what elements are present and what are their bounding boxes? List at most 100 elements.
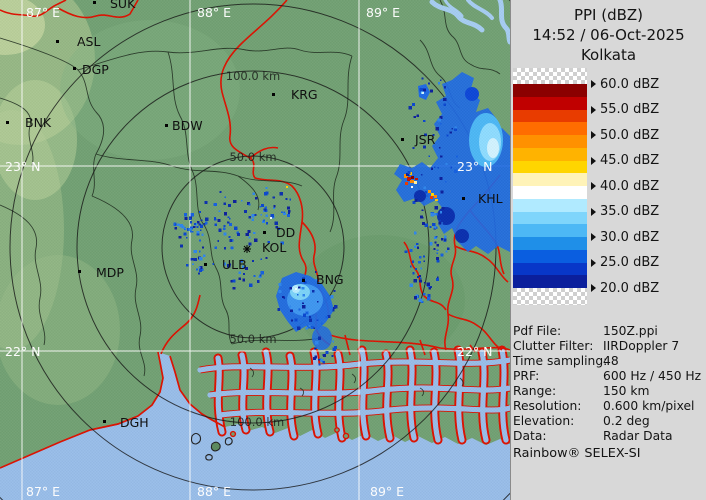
meta-value: IIRDoppler 7 (603, 339, 680, 353)
meta-row: PRF: 600 Hz / 450 Hz (513, 369, 705, 384)
radar-map-view[interactable]: 100.0 km 50.0 km 50.0 km 100.0 km 87° E … (0, 0, 510, 500)
city-label: ULB (222, 257, 247, 272)
colorbar-band (513, 211, 587, 225)
sea-bay-of-bengal (0, 352, 510, 500)
ring-label-50-bottom: 50.0 km (229, 332, 276, 346)
scan-timestamp: 14:52 / 06-Oct-2025 (532, 26, 685, 44)
lon-label-87-bottom: 87° E (26, 484, 60, 499)
scan-metadata: Pdf File: 150Z.ppi Clutter Filter: IIRDopp… (513, 324, 705, 444)
lon-label-89-bottom: 89° E (370, 484, 404, 499)
meta-row: Range: 150 km (513, 384, 705, 399)
legend-label: 45.0 dBZ (600, 153, 660, 168)
city-label: JSR (414, 132, 436, 147)
lat-label-22-right: 22° N (457, 344, 492, 359)
colorbar-band (513, 186, 587, 199)
delta-channel-water (197, 347, 510, 443)
colorbar-band (513, 237, 587, 250)
legend-arrow-icon (591, 80, 596, 88)
station-name: Kolkata (580, 46, 637, 64)
city-label: BDW (172, 118, 203, 133)
meta-row: Resolution: 0.600 km/pixel (513, 399, 705, 414)
legend-arrow-icon (591, 233, 596, 241)
red-islets (229, 427, 350, 440)
colorbar-band (513, 135, 587, 148)
lon-label-88-bottom: 88° E (197, 484, 231, 499)
meta-label: Time sampling: (513, 354, 608, 368)
graticule-labels: 87° E 88° E 89° E 87° E 88° E 89° E 23° … (5, 5, 492, 499)
legend-arrow-icon (591, 131, 596, 139)
ring-label-100-bottom: 100.0 km (230, 415, 284, 429)
legend-arrow-icon (591, 105, 596, 114)
colorbar-band (513, 147, 587, 161)
city-label: KHL (478, 191, 503, 206)
product-title: PPI (dBZ) (573, 6, 644, 24)
meta-row: Time sampling:48 (513, 354, 705, 369)
city-label: SUK (110, 0, 136, 11)
meta-value: Radar Data (603, 429, 673, 443)
legend-label: 30.0 dBZ (600, 229, 660, 245)
city-markers (6, 1, 465, 423)
legend-arrow-icon (591, 284, 596, 292)
city-label: MDP (96, 265, 124, 280)
meta-label: Clutter Filter: (513, 339, 594, 353)
meta-row: Elevation: 0.2 deg (513, 414, 705, 429)
city-labels: SUK ASL DGP BNK BDW KRG JSR KHL MDP DD K… (25, 0, 503, 430)
meta-label: Elevation: (513, 414, 575, 428)
rivers-top-right (429, 0, 510, 45)
legend-label: 55.0 dBZ (600, 102, 660, 117)
lat-label-23-left: 23° N (5, 159, 40, 174)
colorbar-overflow-bottom (513, 288, 587, 305)
colorbar-band (513, 84, 587, 97)
range-ring-labels: 100.0 km 50.0 km 50.0 km 100.0 km (226, 69, 284, 429)
city-label: BNK (25, 115, 52, 130)
dbz-colorbar (513, 68, 587, 305)
panel-header: PPI (dBZ) 14:52 / 06-Oct-2025 Kolkata (511, 5, 706, 65)
colorbar-band (513, 262, 587, 276)
city-label: KOL (262, 240, 286, 255)
colorbar-band (513, 198, 587, 212)
info-panel: PPI (dBZ) 14:52 / 06-Oct-2025 Kolkata 60… (510, 0, 706, 500)
meta-label: Resolution: (513, 399, 582, 413)
colorbar-band (513, 109, 587, 123)
meta-value: 0.600 km/pixel (603, 399, 695, 413)
meta-value: 0.2 deg (603, 414, 650, 428)
colorbar-band (513, 224, 587, 237)
colorbar-band (513, 96, 587, 110)
meta-label: Pdf File: (513, 324, 562, 338)
radar-echo-speckles (173, 77, 458, 366)
meta-value: 150Z.ppi (603, 324, 658, 338)
meta-value: 600 Hz / 450 Hz (603, 369, 702, 383)
city-label: DGP (82, 62, 109, 77)
colorbar-band (513, 173, 587, 186)
lat-label-22-left: 22° N (5, 344, 40, 359)
legend-label: 50.0 dBZ (600, 127, 660, 143)
district-boundaries (0, 0, 501, 397)
legend-arrow-icon (591, 207, 596, 216)
legend-label: 25.0 dBZ (600, 255, 660, 270)
meta-label: Range: (513, 384, 557, 398)
colorbar-band (513, 249, 587, 263)
city-label: BNG (316, 272, 344, 287)
black-islets (190, 432, 233, 461)
legend-arrow-icon (591, 156, 596, 165)
legend-arrow-icon (591, 258, 596, 267)
colorbar-band (513, 160, 587, 174)
radar-site-star (243, 245, 251, 253)
lat-label-23-right: 23° N (457, 159, 492, 174)
legend-label: 20.0 dBZ (600, 280, 660, 296)
city-label: KRG (291, 87, 318, 102)
legend-label: 60.0 dBZ (600, 76, 660, 92)
meta-label: Data: (513, 429, 547, 443)
lon-label-87-top: 87° E (26, 5, 60, 20)
city-label: ASL (77, 34, 100, 49)
software-brand: Rainbow® SELEX-SI (513, 446, 641, 461)
lon-label-89-top: 89° E (366, 5, 400, 20)
meta-value: 48 (603, 354, 619, 368)
colorbar-band (513, 122, 587, 135)
dbz-legend-labels: 60.0 dBZ 55.0 dBZ 50.0 dBZ 45.0 dBZ 40.0… (591, 0, 706, 320)
lon-label-88-top: 88° E (197, 5, 231, 20)
bright-specks (270, 186, 288, 219)
meta-row: Data: Radar Data (513, 429, 705, 444)
legend-label: 40.0 dBZ (600, 178, 660, 194)
